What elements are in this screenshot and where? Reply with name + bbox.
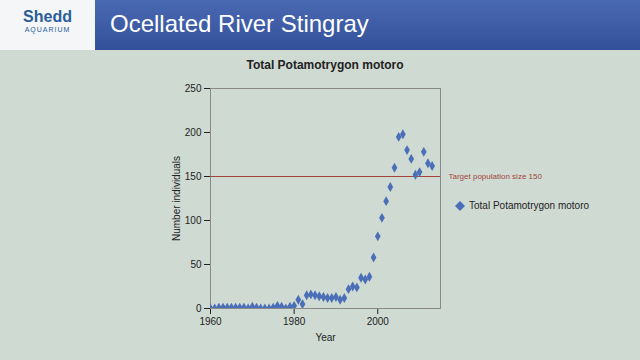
svg-text:Year: Year bbox=[315, 332, 336, 343]
html-text:Total Potamotrygon motoro: Total Potamotrygon motoro bbox=[469, 200, 590, 211]
svg-text:0: 0 bbox=[196, 303, 202, 314]
svg-text:150: 150 bbox=[185, 171, 202, 182]
html-text:Total Potamotrygon motoro: Total Potamotrygon motoro bbox=[246, 58, 404, 72]
svg-text:250: 250 bbox=[185, 83, 202, 94]
svg-text:1960: 1960 bbox=[199, 316, 222, 327]
svg-text:Number individuals: Number individuals bbox=[171, 156, 182, 241]
html-text:AQUARIUM: AQUARIUM bbox=[24, 26, 71, 33]
svg-text:200: 200 bbox=[185, 127, 202, 138]
svg-text:100: 100 bbox=[185, 215, 202, 226]
svg-text:50: 50 bbox=[190, 259, 202, 270]
html-text:Ocellated River Stingray: Ocellated River Stingray bbox=[110, 10, 369, 37]
html-text:Shedd: Shedd bbox=[23, 8, 72, 25]
svg-text:1980: 1980 bbox=[283, 316, 306, 327]
svg-text:Target population size 150: Target population size 150 bbox=[449, 172, 543, 181]
svg-text:2000: 2000 bbox=[367, 316, 390, 327]
